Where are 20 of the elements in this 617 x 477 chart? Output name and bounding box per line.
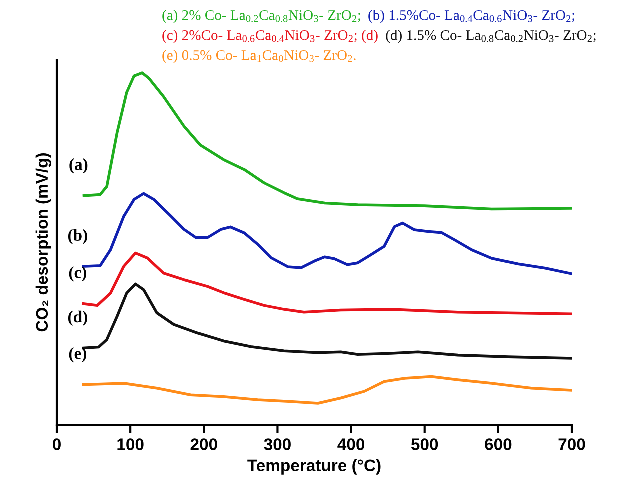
x-tick-label: 300 xyxy=(264,438,291,450)
annotation: (b) xyxy=(68,229,88,244)
x-axis-title: Temperature (°C) xyxy=(248,459,381,475)
annotation: (c) xyxy=(69,266,86,282)
x-tick-label: 0 xyxy=(53,438,61,450)
annotation: (e) xyxy=(69,348,86,363)
text: (b) 1.5%Co- La$_{0.4}$Ca$_{0.6}$NiO$_{3}$- ZrO$_{2}$; xyxy=(368,10,574,24)
x-tick-label: 100 xyxy=(118,438,144,450)
text: (d) 1.5% Co- La$_{0.8}$Ca$_{0.2}$NiO$_{3}$- ZrO$_{2}$; xyxy=(386,30,596,44)
y-axis-title: CO₂ desorption (mV/g) xyxy=(36,154,52,332)
annotation: (a) xyxy=(70,158,88,174)
text: (c) 2%Co- La$_{0.6}$Ca$_{0.4}$NiO$_{3}$- ZrO$_{2}$; (d) xyxy=(162,30,378,44)
x-tick-label: 200 xyxy=(190,438,218,450)
x-tick-label: 500 xyxy=(411,438,438,450)
text: (e) 0.5% Co- La$_{1}$Ca$_{0}$NiO$_{3}$- ZrO$_{2}$. xyxy=(162,50,356,64)
x-tick-label: 600 xyxy=(485,438,512,450)
annotation: (d) xyxy=(68,310,88,326)
text: (a) 2% Co- La$_{0.2}$Ca$_{0.8}$NiO$_{3}$- ZrO$_{2}$; xyxy=(162,10,360,24)
x-tick-label: 700 xyxy=(558,438,586,450)
x-tick-label: 400 xyxy=(338,438,365,450)
